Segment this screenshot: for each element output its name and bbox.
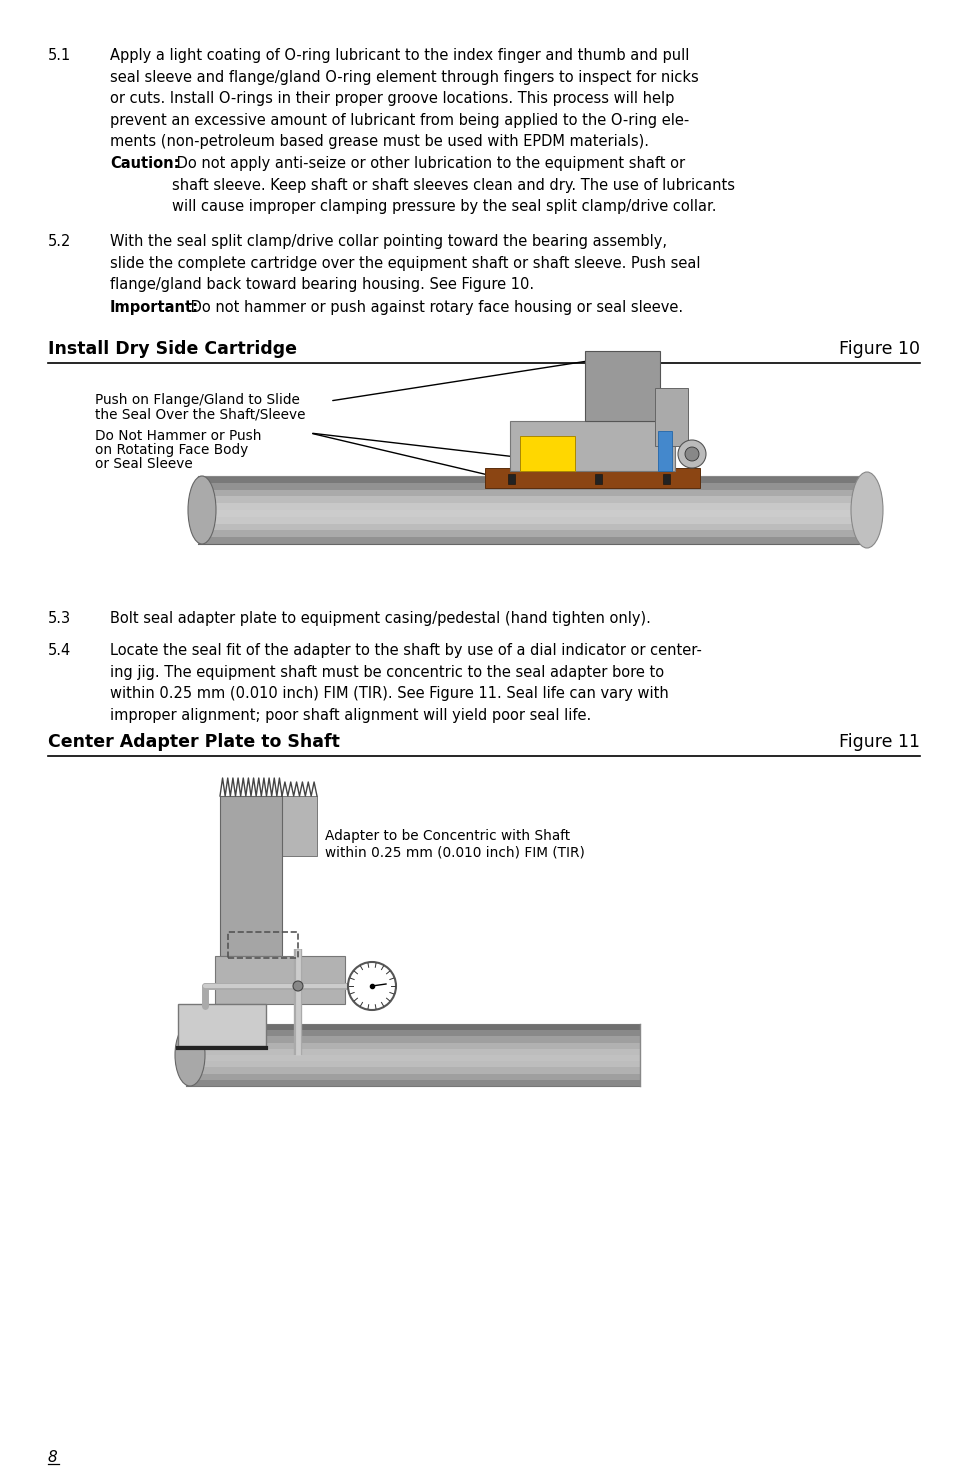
Text: on Rotating Face Body: on Rotating Face Body xyxy=(95,442,248,457)
Text: Do Not Hammer or Push: Do Not Hammer or Push xyxy=(95,429,261,442)
Text: 5.4: 5.4 xyxy=(48,643,71,658)
Text: or Seal Sleeve: or Seal Sleeve xyxy=(95,457,193,471)
Polygon shape xyxy=(655,388,687,445)
Text: the Seal Over the Shaft/Sleeve: the Seal Over the Shaft/Sleeve xyxy=(95,407,305,420)
Polygon shape xyxy=(178,1004,266,1046)
Text: Caution:: Caution: xyxy=(110,156,179,171)
Ellipse shape xyxy=(174,1024,205,1086)
Text: 5.3: 5.3 xyxy=(48,611,71,625)
Text: Apply a light coating of O-ring lubricant to the index finger and thumb and pull: Apply a light coating of O-ring lubrican… xyxy=(110,49,698,149)
Polygon shape xyxy=(186,1030,639,1037)
Polygon shape xyxy=(658,431,671,471)
Text: Push on Flange/Gland to Slide: Push on Flange/Gland to Slide xyxy=(95,392,299,407)
Polygon shape xyxy=(186,1043,639,1049)
Polygon shape xyxy=(198,490,869,497)
Polygon shape xyxy=(584,351,659,420)
Polygon shape xyxy=(186,1037,639,1043)
Text: Install Dry Side Cartridge: Install Dry Side Cartridge xyxy=(48,341,296,358)
Text: Adapter to be Concentric with Shaft: Adapter to be Concentric with Shaft xyxy=(325,829,570,844)
Polygon shape xyxy=(198,482,869,490)
Polygon shape xyxy=(198,531,869,537)
Ellipse shape xyxy=(188,476,215,544)
Polygon shape xyxy=(198,537,869,544)
Polygon shape xyxy=(282,796,316,855)
Polygon shape xyxy=(186,1068,639,1074)
Circle shape xyxy=(348,962,395,1010)
Polygon shape xyxy=(198,497,869,503)
Text: 8: 8 xyxy=(48,1450,58,1465)
Text: Figure 10: Figure 10 xyxy=(838,341,919,358)
Text: Locate the seal fit of the adapter to the shaft by use of a dial indicator or ce: Locate the seal fit of the adapter to th… xyxy=(110,643,701,723)
Text: 5.1: 5.1 xyxy=(48,49,71,63)
Text: Center Adapter Plate to Shaft: Center Adapter Plate to Shaft xyxy=(48,733,339,751)
Polygon shape xyxy=(220,796,282,956)
Text: Do not hammer or push against rotary face housing or seal sleeve.: Do not hammer or push against rotary fac… xyxy=(186,299,682,316)
Polygon shape xyxy=(595,473,601,484)
Polygon shape xyxy=(198,510,869,516)
Text: Important:: Important: xyxy=(110,299,199,316)
Polygon shape xyxy=(186,1080,639,1086)
Polygon shape xyxy=(662,473,669,484)
Text: within 0.25 mm (0.010 inch) FIM (TIR): within 0.25 mm (0.010 inch) FIM (TIR) xyxy=(325,845,584,858)
Polygon shape xyxy=(186,1024,639,1030)
Polygon shape xyxy=(214,956,345,1004)
Polygon shape xyxy=(186,1049,639,1055)
Polygon shape xyxy=(186,1074,639,1080)
Text: Do not apply anti-seize or other lubrication to the equipment shaft or
shaft sle: Do not apply anti-seize or other lubrica… xyxy=(172,156,734,214)
Text: Bolt seal adapter plate to equipment casing/pedestal (hand tighten only).: Bolt seal adapter plate to equipment cas… xyxy=(110,611,650,625)
Text: With the seal split clamp/drive collar pointing toward the bearing assembly,
sli: With the seal split clamp/drive collar p… xyxy=(110,235,700,292)
Polygon shape xyxy=(198,516,869,524)
Polygon shape xyxy=(198,476,869,482)
Polygon shape xyxy=(186,1061,639,1068)
Ellipse shape xyxy=(850,472,882,549)
Text: 5.2: 5.2 xyxy=(48,235,71,249)
Circle shape xyxy=(293,981,303,991)
Polygon shape xyxy=(186,1055,639,1061)
Polygon shape xyxy=(507,473,515,484)
Polygon shape xyxy=(484,468,700,488)
Polygon shape xyxy=(198,503,869,510)
Polygon shape xyxy=(510,420,675,471)
Circle shape xyxy=(684,447,699,462)
Circle shape xyxy=(678,440,705,468)
Polygon shape xyxy=(519,437,575,471)
Polygon shape xyxy=(198,524,869,531)
Text: Figure 11: Figure 11 xyxy=(838,733,919,751)
